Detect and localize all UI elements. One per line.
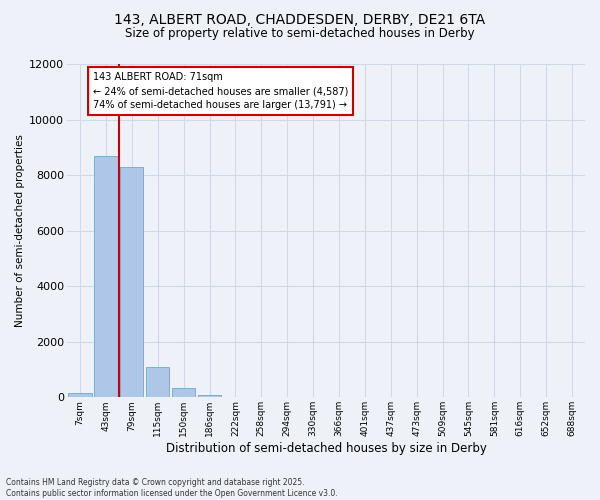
- Text: Size of property relative to semi-detached houses in Derby: Size of property relative to semi-detach…: [125, 28, 475, 40]
- Bar: [198, 394, 221, 398]
- Text: 143, ALBERT ROAD, CHADDESDEN, DERBY, DE21 6TA: 143, ALBERT ROAD, CHADDESDEN, DERBY, DE2…: [115, 12, 485, 26]
- Y-axis label: Number of semi-detached properties: Number of semi-detached properties: [15, 134, 25, 327]
- Bar: [146, 366, 169, 398]
- Text: Contains HM Land Registry data © Crown copyright and database right 2025.
Contai: Contains HM Land Registry data © Crown c…: [6, 478, 338, 498]
- Bar: [120, 167, 143, 398]
- Text: 143 ALBERT ROAD: 71sqm
← 24% of semi-detached houses are smaller (4,587)
74% of : 143 ALBERT ROAD: 71sqm ← 24% of semi-det…: [93, 72, 349, 110]
- Bar: [94, 156, 118, 398]
- X-axis label: Distribution of semi-detached houses by size in Derby: Distribution of semi-detached houses by …: [166, 442, 487, 455]
- Bar: [68, 392, 92, 398]
- Bar: [172, 388, 195, 398]
